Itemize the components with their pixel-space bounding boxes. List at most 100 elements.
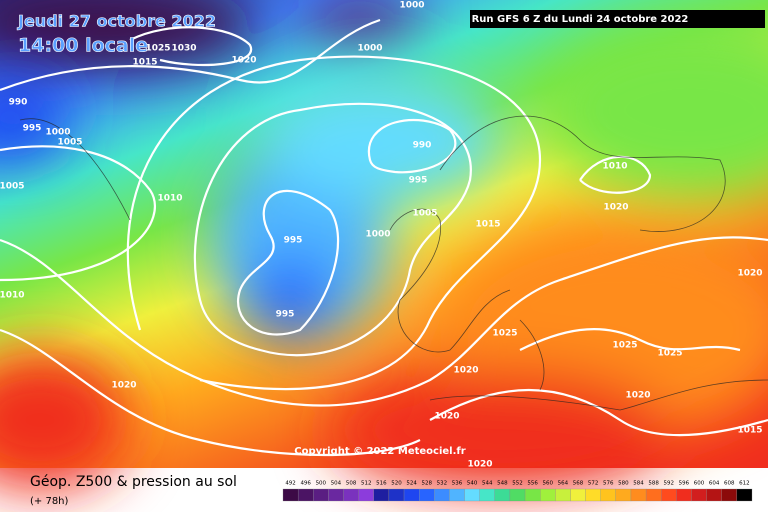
legend-swatch xyxy=(358,488,374,502)
copyright: Copyright © 2022 Meteociel.fr xyxy=(294,446,465,457)
legend-swatch xyxy=(343,488,359,502)
legend-swatch xyxy=(464,488,480,502)
legend-label: 584 xyxy=(633,481,644,487)
legend-label: 568 xyxy=(573,481,584,487)
legend-swatch xyxy=(570,488,586,502)
legend-label: 552 xyxy=(512,481,523,487)
legend-label: 544 xyxy=(482,481,493,487)
isobar-label: 990 xyxy=(9,98,28,108)
isobar-label: 1020 xyxy=(603,203,628,213)
legend-swatch xyxy=(479,488,495,502)
footer-title: Géop. Z500 & pression au sol xyxy=(30,474,237,490)
legend-label: 492 xyxy=(285,481,296,487)
isobar-label: 1025 xyxy=(612,341,637,351)
legend-swatch xyxy=(540,488,556,502)
isobar-label: 1030 xyxy=(171,44,196,54)
isobar-label: 1005 xyxy=(412,209,437,219)
isobar-label: 1020 xyxy=(453,366,478,376)
legend-label: 596 xyxy=(679,481,690,487)
isobar-label: 1010 xyxy=(157,194,182,204)
isobar-label: 1000 xyxy=(399,1,424,11)
legend-label: 564 xyxy=(558,481,569,487)
legend-swatch xyxy=(419,488,435,502)
legend-label: 540 xyxy=(467,481,478,487)
valid-date: Jeudi 27 octobre 2022 xyxy=(17,12,216,31)
legend-label: 588 xyxy=(648,481,659,487)
legend-swatch xyxy=(328,488,344,502)
legend-label: 516 xyxy=(376,481,387,487)
legend-label: 548 xyxy=(497,481,508,487)
isobar-label: 1020 xyxy=(434,412,459,422)
isobar-label: 1000 xyxy=(357,44,382,54)
legend-swatch xyxy=(509,488,526,502)
isobar-label: 995 xyxy=(284,236,303,246)
run-info: Run GFS 6 Z du Lundi 24 octobre 2022 xyxy=(472,14,689,25)
isobar-label: 1020 xyxy=(111,381,136,391)
legend-swatch xyxy=(313,488,329,502)
legend-label: 500 xyxy=(316,481,327,487)
valid-time: 14:00 locale xyxy=(18,35,148,57)
legend-label: 508 xyxy=(346,481,357,487)
isobar-label: 1025 xyxy=(492,329,517,339)
legend-swatch xyxy=(676,488,692,502)
legend-label: 592 xyxy=(664,481,675,487)
legend-swatch xyxy=(403,488,420,502)
legend-label: 608 xyxy=(724,481,735,487)
legend-label: 580 xyxy=(618,481,629,487)
isobar-label: 1015 xyxy=(132,58,157,68)
legend-label: 532 xyxy=(437,481,448,487)
legend-label: 600 xyxy=(694,481,705,487)
isobar-label: 995 xyxy=(276,310,295,320)
legend-swatch xyxy=(524,488,541,502)
map-background xyxy=(0,0,768,490)
legend-label: 604 xyxy=(709,481,720,487)
legend-label: 504 xyxy=(331,481,342,487)
isobar-label: 1010 xyxy=(0,291,25,301)
legend-label: 572 xyxy=(588,481,599,487)
legend-swatch xyxy=(449,488,465,502)
legend-label: 556 xyxy=(527,481,538,487)
isobar-label: 1000 xyxy=(365,230,390,240)
legend-swatch xyxy=(388,488,405,502)
legend-swatch xyxy=(434,488,450,502)
isobar-label: 1010 xyxy=(602,162,627,172)
legend-swatch xyxy=(736,488,753,502)
legend-swatch xyxy=(691,488,707,502)
isobar-label: 1000 xyxy=(45,128,70,138)
isobar-label: 1020 xyxy=(737,269,762,279)
legend-swatch xyxy=(661,488,677,502)
legend-swatch xyxy=(373,488,390,502)
legend-swatch xyxy=(721,488,738,502)
legend-label: 560 xyxy=(543,481,554,487)
legend-swatch xyxy=(615,488,632,502)
legend-label: 576 xyxy=(603,481,614,487)
legend-swatch xyxy=(630,488,647,502)
legend-label: 520 xyxy=(391,481,402,487)
isobar-label: 990 xyxy=(413,141,432,151)
footer-lead: (+ 78h) xyxy=(30,496,69,507)
legend-label: 512 xyxy=(361,481,372,487)
legend-label: 536 xyxy=(452,481,463,487)
legend-swatch xyxy=(282,488,299,502)
legend-swatch xyxy=(494,488,511,502)
legend-swatch xyxy=(706,488,722,502)
legend-label: 612 xyxy=(739,481,750,487)
legend-swatch xyxy=(555,488,571,502)
isobar-label: 995 xyxy=(23,124,42,134)
isobar-label: 1015 xyxy=(737,426,762,436)
isobar-label: 1025 xyxy=(145,44,170,54)
legend-swatch xyxy=(297,488,314,502)
isobar-label: 1005 xyxy=(0,182,25,192)
legend-swatch xyxy=(645,488,662,502)
isobar-label: 995 xyxy=(409,176,428,186)
legend-label: 496 xyxy=(300,481,311,487)
legend-swatch xyxy=(600,488,616,502)
legend-label: 528 xyxy=(421,481,432,487)
isobar-label: 1020 xyxy=(231,56,256,66)
isobar-label: 1020 xyxy=(467,460,492,470)
isobar-label: 1025 xyxy=(657,349,682,359)
isobar-label: 1005 xyxy=(57,138,82,148)
legend-label: 524 xyxy=(406,481,417,487)
